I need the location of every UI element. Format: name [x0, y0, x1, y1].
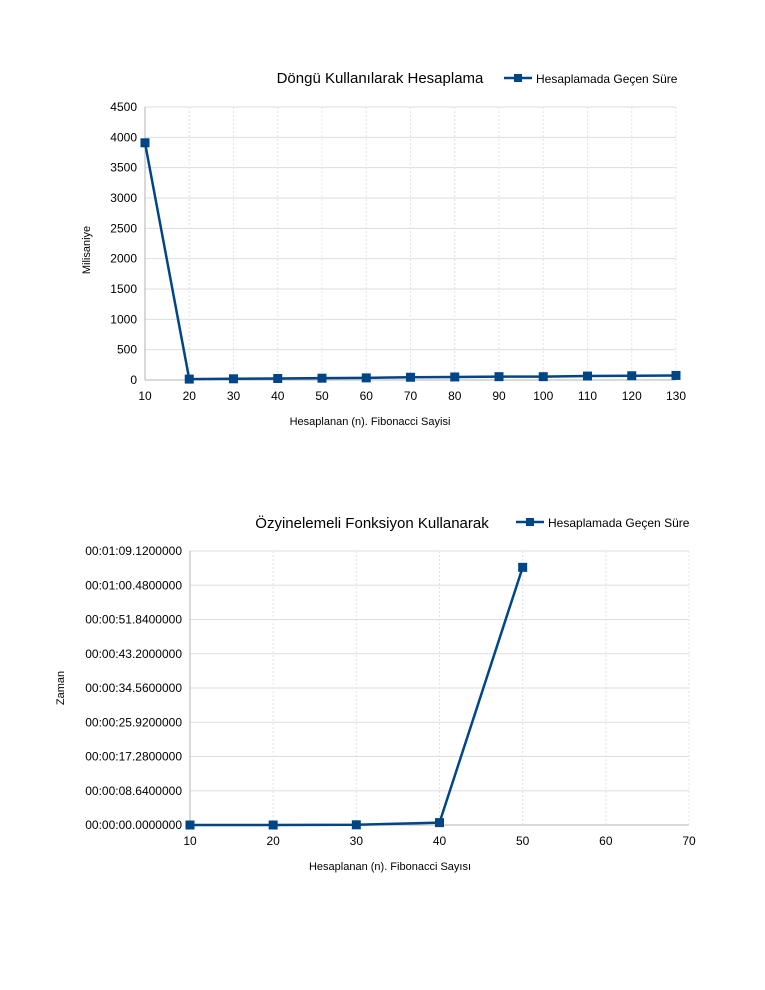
- data-point-marker: [406, 372, 415, 382]
- y-tick-label: 1500: [110, 282, 137, 296]
- y-tick-label: 00:00:51.8400000: [85, 613, 182, 627]
- data-point-marker: [184, 374, 194, 384]
- legend: Hesaplamada Geçen Süre: [516, 516, 690, 530]
- x-axis-title: Hesaplanan (n). Fibonacci Sayisi: [290, 416, 451, 428]
- x-tick-labels: 10 20 30 40 50 60 70: [183, 834, 696, 848]
- y-tick-label: 0: [130, 373, 137, 387]
- x-tick-label: 50: [516, 834, 530, 848]
- x-tick-label: 110: [578, 389, 597, 403]
- data-point-marker: [494, 372, 504, 382]
- chart-recursive: 00:00:00.0000000 00:00:08.6400000 00:00:17…: [55, 514, 696, 873]
- series-markers: [140, 138, 681, 384]
- y-tick-label: 00:00:08.6400000: [85, 784, 182, 798]
- y-axis-title: Milisaniye: [81, 226, 93, 274]
- y-tick-label: 3000: [110, 191, 137, 205]
- x-tick-label: 120: [622, 389, 642, 403]
- x-tick-labels: 10 20 30 40 50 60 70 80 90 100 110 120 130: [138, 389, 686, 403]
- x-tick-label: 70: [404, 389, 418, 403]
- series-markers: [185, 562, 528, 830]
- x-tick-label: 10: [183, 834, 197, 848]
- data-point-marker: [351, 820, 361, 830]
- data-point-marker: [538, 372, 548, 382]
- y-tick-label: 500: [117, 343, 137, 357]
- y-tick-label: 00:00:25.9200000: [85, 715, 182, 729]
- data-point-marker: [518, 562, 528, 572]
- x-tick-label: 80: [448, 389, 462, 403]
- chart-loop: 0 500 1000 1500 2000 2500 3000 3500 4000 4500 10 2…: [81, 70, 686, 428]
- legend: Hesaplamada Geçen Süre: [504, 72, 678, 86]
- x-axis-title: Hesaplanan (n). Fibonacci Sayısı: [309, 861, 471, 873]
- x-tick-label: 30: [350, 834, 364, 848]
- legend-label: Hesaplamada Geçen Süre: [536, 72, 678, 86]
- y-tick-label: 00:00:00.0000000: [85, 818, 182, 832]
- y-tick-label: 4500: [110, 100, 137, 114]
- y-tick-label: 00:01:09.1200000: [85, 544, 182, 558]
- y-tick-labels: 00:00:00.0000000 00:00:08.6400000 00:00:17…: [85, 544, 182, 832]
- data-point-marker: [268, 820, 278, 830]
- y-tick-label: 2500: [110, 221, 137, 235]
- x-tick-label: 40: [433, 834, 447, 848]
- data-point-marker: [185, 820, 195, 830]
- data-point-marker: [361, 373, 371, 383]
- x-tick-label: 100: [533, 389, 553, 403]
- x-tick-label: 50: [315, 389, 329, 403]
- x-tick-label: 60: [360, 389, 374, 403]
- chart-title: Döngü Kullanılarak Hesaplama: [277, 70, 484, 87]
- x-tick-label: 130: [666, 389, 686, 403]
- data-point-marker: [671, 370, 681, 380]
- plot-grid: [144, 106, 677, 381]
- y-tick-label: 00:01:00.4800000: [85, 578, 182, 592]
- y-tick-label: 3500: [110, 161, 137, 175]
- data-point-marker: [140, 138, 150, 148]
- plot-grid: [189, 550, 690, 826]
- legend-marker-swatch: [514, 74, 522, 82]
- x-tick-label: 10: [138, 389, 152, 403]
- data-point-marker: [317, 373, 327, 383]
- legend-label: Hesaplamada Geçen Süre: [548, 516, 690, 530]
- data-point-marker: [229, 374, 238, 384]
- data-point-marker: [450, 372, 460, 382]
- chart-title: Özyinelemeli Fonksiyon Kullanarak: [255, 514, 489, 532]
- y-tick-label: 1000: [110, 312, 137, 326]
- x-tick-label: 40: [271, 389, 285, 403]
- y-tick-labels: 0 500 1000 1500 2000 2500 3000 3500 4000 4500: [110, 100, 137, 387]
- y-tick-label: 00:00:43.2000000: [85, 647, 182, 661]
- y-tick-label: 00:00:17.2800000: [85, 750, 182, 764]
- data-point-marker: [435, 818, 444, 828]
- x-tick-label: 90: [492, 389, 506, 403]
- data-point-marker: [627, 371, 637, 381]
- data-point-marker: [583, 371, 592, 381]
- y-tick-label: 4000: [110, 130, 137, 144]
- legend-marker-swatch: [526, 518, 534, 526]
- y-tick-label: 00:00:34.5600000: [85, 681, 182, 695]
- x-tick-label: 20: [183, 389, 197, 403]
- x-tick-label: 30: [227, 389, 241, 403]
- data-point-marker: [273, 373, 283, 383]
- y-axis-title: Zaman: [55, 671, 67, 705]
- y-tick-label: 2000: [110, 252, 137, 266]
- x-tick-label: 20: [266, 834, 280, 848]
- x-tick-label: 70: [682, 834, 696, 848]
- x-tick-label: 60: [599, 834, 613, 848]
